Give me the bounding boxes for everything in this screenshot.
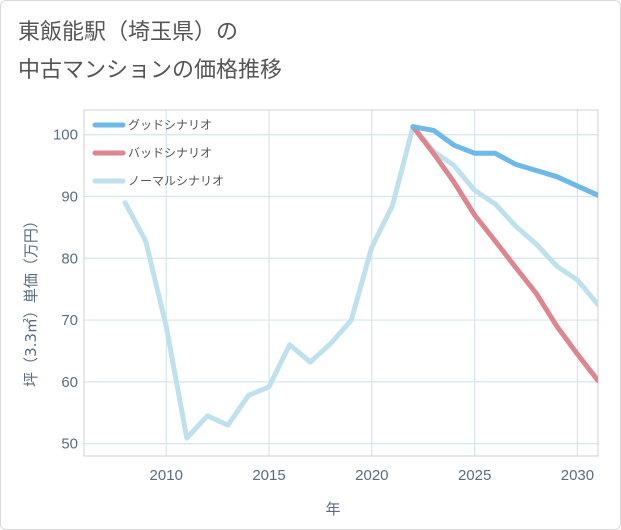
x-tick-label: 2025 [458, 467, 491, 484]
x-tick-label: 2030 [561, 467, 594, 484]
series-line-0 [410, 124, 598, 198]
y-tick-label: 80 [61, 250, 78, 267]
series-line-2 [122, 124, 598, 441]
y-tick-label: 100 [53, 127, 78, 144]
x-tick-label: 2020 [355, 467, 388, 484]
legend-label-1: バッドシナリオ [128, 146, 212, 160]
y-tick-label: 90 [61, 189, 78, 206]
legend-label-0: グッドシナリオ [128, 118, 212, 132]
x-tick-label: 2010 [150, 467, 183, 484]
y-tick-label: 70 [61, 312, 78, 329]
chart-title-line-1: 東飯能駅（埼玉県）の [18, 20, 239, 45]
chart-title: 東飯能駅（埼玉県）の 中古マンションの価格推移 [18, 14, 282, 90]
axis-ticks: 2010 2015 2020 2025 2030 50 60 70 80 90 100 [53, 127, 594, 484]
series-group [122, 124, 598, 441]
legend-label-2: ノーマルシナリオ [128, 174, 224, 188]
y-tick-label: 50 [61, 436, 78, 453]
x-tick-label: 2015 [252, 467, 285, 484]
y-axis-label: 坪（3.3㎡）単価（万円） [22, 213, 40, 387]
x-axis-label: 年 [325, 500, 340, 518]
grid-lines [84, 110, 598, 456]
chart-title-line-2: 中古マンションの価格推移 [18, 58, 283, 83]
y-tick-label: 60 [61, 374, 78, 391]
plot-area-border [83, 109, 599, 457]
series-line-1 [410, 124, 598, 384]
